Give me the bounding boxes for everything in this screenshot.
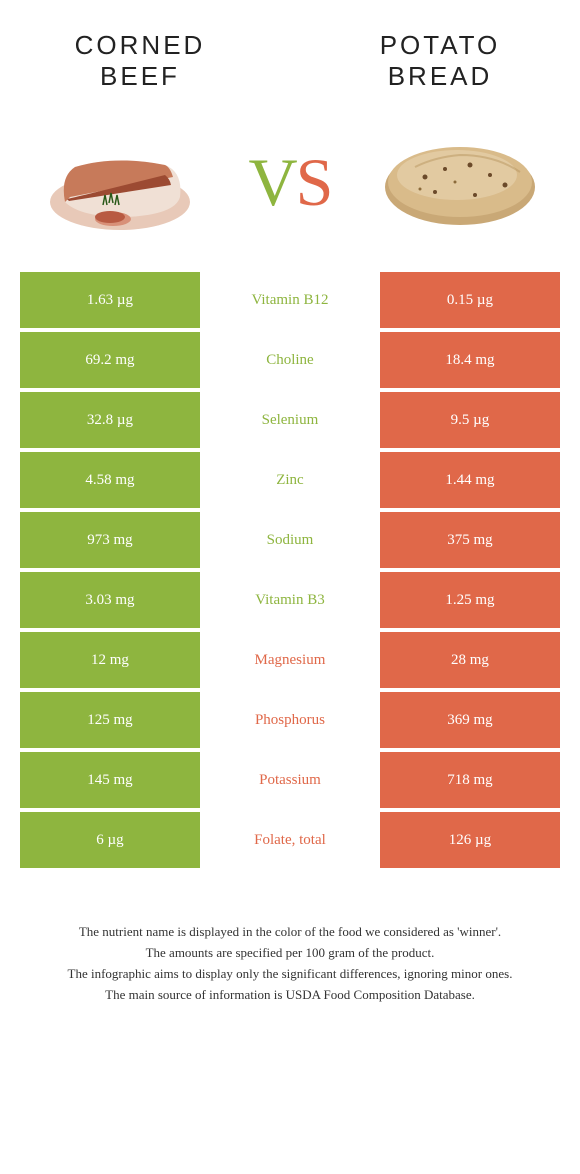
value-right: 28 mg	[380, 632, 560, 688]
food-right-title: POTATO BREAD	[340, 30, 540, 92]
value-left: 12 mg	[20, 632, 200, 688]
nutrient-name: Choline	[200, 332, 380, 388]
nutrient-table: 1.63 µgVitamin B120.15 µg69.2 mgCholine1…	[20, 272, 560, 868]
footer-line: The amounts are specified per 100 gram o…	[30, 943, 550, 964]
title-line: POTATO	[380, 30, 501, 60]
nutrient-name: Sodium	[200, 512, 380, 568]
corned-beef-image	[30, 122, 210, 242]
nutrient-name: Potassium	[200, 752, 380, 808]
footer-line: The nutrient name is displayed in the co…	[30, 922, 550, 943]
title-line: BEEF	[100, 61, 180, 91]
table-row: 125 mgPhosphorus369 mg	[20, 692, 560, 748]
table-row: 12 mgMagnesium28 mg	[20, 632, 560, 688]
value-left: 973 mg	[20, 512, 200, 568]
vs-v: V	[249, 144, 296, 220]
nutrient-name: Magnesium	[200, 632, 380, 688]
vs-label: VS	[249, 143, 332, 222]
vs-s: S	[296, 144, 332, 220]
value-left: 125 mg	[20, 692, 200, 748]
nutrient-name: Phosphorus	[200, 692, 380, 748]
value-right: 126 µg	[380, 812, 560, 868]
value-right: 0.15 µg	[380, 272, 560, 328]
value-left: 1.63 µg	[20, 272, 200, 328]
potato-bread-image	[370, 122, 550, 242]
value-left: 69.2 mg	[20, 332, 200, 388]
table-row: 1.63 µgVitamin B120.15 µg	[20, 272, 560, 328]
footer-line: The infographic aims to display only the…	[30, 964, 550, 985]
value-right: 369 mg	[380, 692, 560, 748]
food-left-title: CORNED BEEF	[40, 30, 240, 92]
title-line: CORNED	[75, 30, 206, 60]
nutrient-name: Vitamin B12	[200, 272, 380, 328]
titles-row: CORNED BEEF POTATO BREAD	[0, 0, 580, 102]
hero-row: VS	[0, 102, 580, 272]
value-right: 1.25 mg	[380, 572, 560, 628]
table-row: 145 mgPotassium718 mg	[20, 752, 560, 808]
table-row: 4.58 mgZinc1.44 mg	[20, 452, 560, 508]
table-row: 3.03 mgVitamin B31.25 mg	[20, 572, 560, 628]
table-row: 69.2 mgCholine18.4 mg	[20, 332, 560, 388]
title-line: BREAD	[388, 61, 493, 91]
table-row: 973 mgSodium375 mg	[20, 512, 560, 568]
footer-notes: The nutrient name is displayed in the co…	[0, 872, 580, 1025]
value-right: 18.4 mg	[380, 332, 560, 388]
nutrient-name: Selenium	[200, 392, 380, 448]
footer-line: The main source of information is USDA F…	[30, 985, 550, 1006]
value-right: 9.5 µg	[380, 392, 560, 448]
value-right: 718 mg	[380, 752, 560, 808]
value-left: 145 mg	[20, 752, 200, 808]
value-left: 4.58 mg	[20, 452, 200, 508]
table-row: 6 µgFolate, total126 µg	[20, 812, 560, 868]
value-left: 3.03 mg	[20, 572, 200, 628]
value-right: 1.44 mg	[380, 452, 560, 508]
nutrient-name: Zinc	[200, 452, 380, 508]
nutrient-name: Vitamin B3	[200, 572, 380, 628]
value-left: 6 µg	[20, 812, 200, 868]
value-right: 375 mg	[380, 512, 560, 568]
infographic-container: CORNED BEEF POTATO BREAD VS	[0, 0, 580, 1026]
value-left: 32.8 µg	[20, 392, 200, 448]
table-row: 32.8 µgSelenium9.5 µg	[20, 392, 560, 448]
nutrient-name: Folate, total	[200, 812, 380, 868]
